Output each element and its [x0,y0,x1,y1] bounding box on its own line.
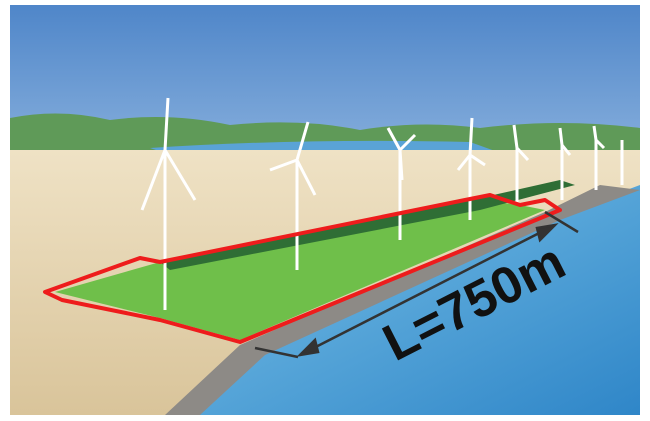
park [55,200,545,340]
dimension-arrow [254,210,579,359]
seawall [165,185,640,415]
site-outline [43,193,562,344]
turbines [140,97,624,310]
